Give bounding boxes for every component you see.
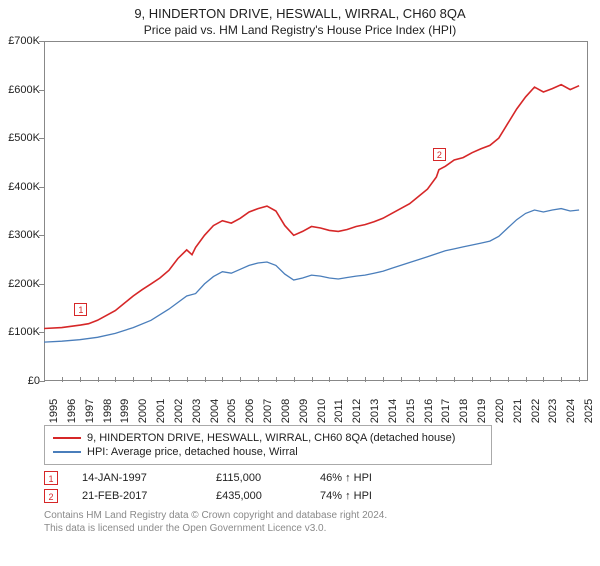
event-pct: 74% ↑ HPI — [320, 490, 372, 502]
x-axis-tick-label: 1997 — [84, 399, 96, 423]
x-axis-tick-label: 2019 — [476, 399, 488, 423]
price-marker: 2 — [433, 148, 446, 161]
event-marker: 2 — [44, 489, 58, 503]
x-axis-tick-label: 2025 — [583, 399, 595, 423]
x-axis-tick-label: 2005 — [226, 399, 238, 423]
series-line — [44, 209, 579, 343]
y-axis-tick-label: £100K — [0, 326, 40, 338]
footnote-line1: Contains HM Land Registry data © Crown c… — [44, 509, 600, 522]
x-axis-tick-label: 2018 — [458, 399, 470, 423]
x-axis-tick-label: 2008 — [280, 399, 292, 423]
event-row: 2 21-FEB-2017 £435,000 74% ↑ HPI — [44, 489, 600, 503]
x-axis-tick-label: 2002 — [173, 399, 185, 423]
footnote: Contains HM Land Registry data © Crown c… — [44, 509, 600, 535]
x-axis-tick-label: 1995 — [48, 399, 60, 423]
x-axis-tick-label: 2014 — [387, 399, 399, 423]
x-axis-tick-label: 2012 — [351, 399, 363, 423]
y-axis-tick — [39, 41, 44, 42]
legend-label: HPI: Average price, detached house, Wirr… — [87, 446, 298, 458]
event-marker: 1 — [44, 471, 58, 485]
x-axis-tick-label: 2022 — [530, 399, 542, 423]
x-axis-tick-label: 2000 — [137, 399, 149, 423]
x-axis-tick-label: 2024 — [565, 399, 577, 423]
chart-subtitle: Price paid vs. HM Land Registry's House … — [0, 23, 600, 37]
y-axis-tick — [39, 90, 44, 91]
legend-label: 9, HINDERTON DRIVE, HESWALL, WIRRAL, CH6… — [87, 432, 455, 444]
y-axis-tick-label: £700K — [0, 35, 40, 47]
event-price: £435,000 — [216, 490, 296, 502]
events-table: 1 14-JAN-1997 £115,000 46% ↑ HPI 2 21-FEB-201… — [44, 471, 600, 503]
x-axis-tick-label: 2021 — [512, 399, 524, 423]
chart-title: 9, HINDERTON DRIVE, HESWALL, WIRRAL, CH6… — [0, 6, 600, 21]
x-axis-tick-label: 2017 — [440, 399, 452, 423]
x-axis-tick-label: 2009 — [298, 399, 310, 423]
x-axis-tick-label: 2013 — [369, 399, 381, 423]
x-axis-tick-label: 2011 — [333, 399, 345, 423]
x-axis-tick-label: 2006 — [244, 399, 256, 423]
y-axis-tick-label: £500K — [0, 132, 40, 144]
x-axis-tick-label: 2001 — [155, 399, 167, 423]
x-axis-tick-label: 2020 — [494, 399, 506, 423]
x-axis-tick-label: 2004 — [209, 399, 221, 423]
y-axis-tick-label: £400K — [0, 181, 40, 193]
event-row: 1 14-JAN-1997 £115,000 46% ↑ HPI — [44, 471, 600, 485]
legend-swatch — [53, 437, 81, 439]
chart-area: £0£100K£200K£300K£400K£500K£600K£700K12 — [44, 41, 588, 381]
event-date: 21-FEB-2017 — [82, 490, 192, 502]
y-axis-tick-label: £200K — [0, 278, 40, 290]
series-line — [44, 85, 579, 329]
x-axis-tick-label: 2003 — [191, 399, 203, 423]
x-axis-tick-label: 2016 — [423, 399, 435, 423]
legend-box: 9, HINDERTON DRIVE, HESWALL, WIRRAL, CH6… — [44, 425, 492, 465]
price-marker: 1 — [74, 303, 87, 316]
y-axis-tick-label: £300K — [0, 229, 40, 241]
x-axis-tick-label: 2007 — [262, 399, 274, 423]
legend-swatch — [53, 451, 81, 453]
x-axis-tick-label: 1999 — [119, 399, 131, 423]
y-axis-tick — [39, 284, 44, 285]
x-axis-tick-label: 1996 — [66, 399, 78, 423]
x-axis-labels: 1995199619971998199920002001200220032004… — [44, 381, 588, 417]
x-axis-tick-label: 2010 — [316, 399, 328, 423]
chart-svg — [44, 41, 588, 381]
event-price: £115,000 — [216, 472, 296, 484]
legend-item: 9, HINDERTON DRIVE, HESWALL, WIRRAL, CH6… — [53, 432, 483, 444]
footnote-line2: This data is licensed under the Open Gov… — [44, 522, 600, 535]
legend-item: HPI: Average price, detached house, Wirr… — [53, 446, 483, 458]
y-axis-tick — [39, 332, 44, 333]
y-axis-tick — [39, 138, 44, 139]
x-axis-tick-label: 1998 — [102, 399, 114, 423]
y-axis-tick — [39, 235, 44, 236]
x-axis-tick-label: 2015 — [405, 399, 417, 423]
event-pct: 46% ↑ HPI — [320, 472, 372, 484]
x-axis-tick-label: 2023 — [547, 399, 559, 423]
y-axis-tick-label: £0 — [0, 375, 40, 387]
event-date: 14-JAN-1997 — [82, 472, 192, 484]
y-axis-tick — [39, 187, 44, 188]
y-axis-tick-label: £600K — [0, 84, 40, 96]
